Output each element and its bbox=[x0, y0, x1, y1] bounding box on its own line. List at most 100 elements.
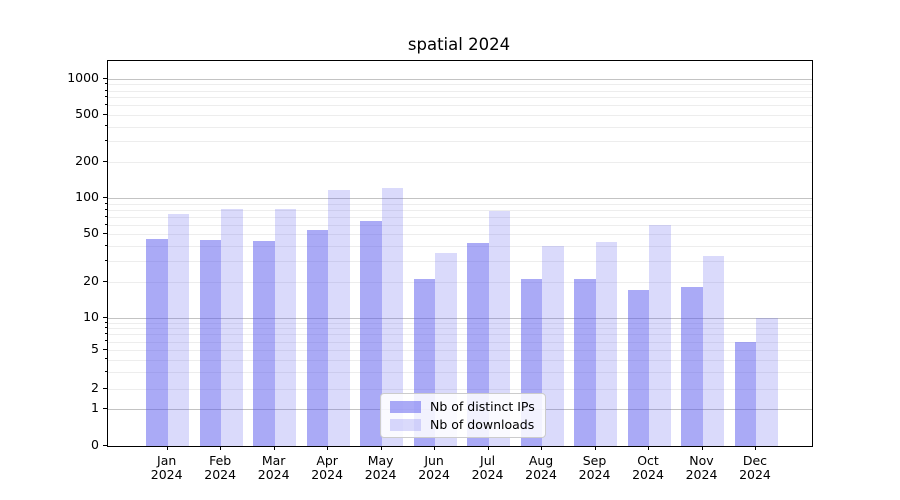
legend: Nb of distinct IPs Nb of downloads bbox=[380, 393, 546, 438]
y-tick-label: 500 bbox=[75, 105, 99, 121]
bar-distinct-ips bbox=[734, 341, 756, 446]
grid-line-minor bbox=[108, 97, 812, 99]
grid-line-minor bbox=[108, 126, 812, 128]
y-tick-mark bbox=[103, 233, 107, 235]
bar-downloads bbox=[274, 209, 297, 446]
y-tick-label: 5 bbox=[91, 340, 99, 356]
bar-distinct-ips bbox=[360, 220, 382, 446]
x-tick-label: Feb 2024 bbox=[204, 453, 237, 482]
grid-line-minor bbox=[108, 141, 812, 143]
y-tick-mark-minor bbox=[104, 333, 107, 335]
y-tick-mark-minor bbox=[104, 358, 107, 360]
grid-line-major bbox=[108, 317, 812, 319]
x-tick-label: Mar 2024 bbox=[257, 453, 290, 482]
x-tick-mark bbox=[327, 446, 329, 450]
y-tick-mark-minor bbox=[104, 223, 107, 225]
y-tick-mark-minor bbox=[104, 340, 107, 342]
y-tick-label: 20 bbox=[83, 272, 99, 288]
bar-downloads bbox=[488, 211, 511, 446]
x-tick-mark bbox=[648, 446, 650, 450]
y-tick-mark-minor bbox=[104, 370, 107, 372]
y-tick-mark bbox=[103, 113, 107, 115]
bar-distinct-ips bbox=[146, 238, 168, 446]
bar-downloads bbox=[595, 242, 617, 446]
y-tick-mark-minor bbox=[104, 125, 107, 127]
y-tick-mark bbox=[103, 316, 107, 318]
grid-line-major bbox=[108, 198, 812, 200]
x-tick-label: Dec 2024 bbox=[739, 453, 771, 482]
x-tick-mark bbox=[380, 446, 382, 450]
y-tick-mark-minor bbox=[104, 140, 107, 142]
x-tick-label: Jan 2024 bbox=[150, 453, 183, 482]
y-tick-mark-minor bbox=[104, 83, 107, 85]
x-tick-label: Nov 2024 bbox=[685, 453, 718, 482]
x-tick-label: Oct 2024 bbox=[632, 453, 664, 482]
grid-line-minor bbox=[108, 209, 812, 211]
grid-line-minor bbox=[108, 224, 812, 226]
x-tick-mark bbox=[701, 446, 703, 450]
grid-line-minor bbox=[108, 334, 812, 336]
y-tick-label: 50 bbox=[83, 225, 99, 241]
x-tick-label: May 2024 bbox=[364, 453, 397, 482]
y-tick-mark bbox=[103, 445, 107, 446]
legend-swatch-downloads bbox=[390, 418, 421, 431]
bar-downloads bbox=[381, 187, 404, 446]
grid-line-minor bbox=[108, 389, 812, 390]
bar-downloads bbox=[167, 213, 190, 446]
chart-title: spatial 2024 bbox=[407, 35, 511, 54]
bar-downloads bbox=[328, 189, 350, 446]
y-tick-label: 1000 bbox=[67, 69, 99, 85]
bar-downloads bbox=[542, 245, 564, 446]
y-tick-mark-minor bbox=[104, 89, 107, 91]
y-tick-mark-minor bbox=[104, 327, 107, 329]
x-tick-label: Jul 2024 bbox=[471, 453, 504, 482]
bar-distinct-ips bbox=[681, 287, 703, 446]
y-tick-mark-minor bbox=[104, 202, 107, 204]
x-tick-mark bbox=[434, 446, 436, 450]
y-tick-mark-minor bbox=[104, 208, 107, 210]
bar-distinct-ips bbox=[306, 230, 329, 446]
y-tick-mark bbox=[103, 387, 107, 389]
legend-item: Nb of distinct IPs bbox=[390, 399, 535, 414]
x-tick-label: Apr 2024 bbox=[311, 453, 344, 482]
y-tick-label: 2 bbox=[91, 379, 99, 395]
y-tick-label: 200 bbox=[75, 153, 99, 169]
bar-distinct-ips bbox=[253, 240, 275, 446]
y-tick-mark bbox=[103, 77, 107, 79]
legend-label: Nb of downloads bbox=[430, 417, 535, 432]
x-tick-label: Sep 2024 bbox=[578, 453, 611, 482]
x-tick-mark bbox=[487, 446, 489, 450]
grid-line-minor bbox=[108, 234, 812, 236]
y-tick-label: 0 bbox=[91, 437, 99, 452]
grid-line-minor bbox=[108, 84, 812, 86]
grid-line-minor bbox=[108, 328, 812, 330]
y-tick-mark-minor bbox=[104, 244, 107, 246]
legend-swatch-distinct-ips bbox=[390, 400, 421, 413]
grid-line-minor bbox=[108, 90, 812, 92]
y-tick-label: 10 bbox=[83, 308, 99, 324]
legend-label: Nb of distinct IPs bbox=[430, 399, 535, 414]
grid-line-major bbox=[108, 78, 812, 80]
bar-downloads bbox=[649, 224, 671, 446]
bar-downloads bbox=[221, 208, 243, 446]
x-tick-mark bbox=[273, 446, 275, 450]
grid-line-minor bbox=[108, 162, 812, 164]
grid-line-minor bbox=[108, 371, 812, 373]
y-tick-label: 1 bbox=[91, 399, 99, 415]
grid-line-minor bbox=[108, 350, 812, 351]
y-tick-mark-minor bbox=[104, 104, 107, 106]
bar-distinct-ips bbox=[627, 290, 649, 446]
grid-line-minor bbox=[108, 322, 812, 324]
grid-line-minor bbox=[108, 341, 812, 343]
y-tick-mark bbox=[103, 161, 107, 163]
grid-line-minor bbox=[108, 105, 812, 107]
grid-line-minor bbox=[108, 216, 812, 218]
x-tick-mark bbox=[541, 446, 543, 450]
x-tick-mark bbox=[594, 446, 596, 450]
x-tick-mark bbox=[754, 446, 756, 450]
y-tick-mark bbox=[103, 348, 107, 350]
grid-line-minor bbox=[108, 281, 812, 283]
legend-item: Nb of downloads bbox=[390, 417, 535, 432]
y-tick-label: 100 bbox=[75, 189, 99, 205]
